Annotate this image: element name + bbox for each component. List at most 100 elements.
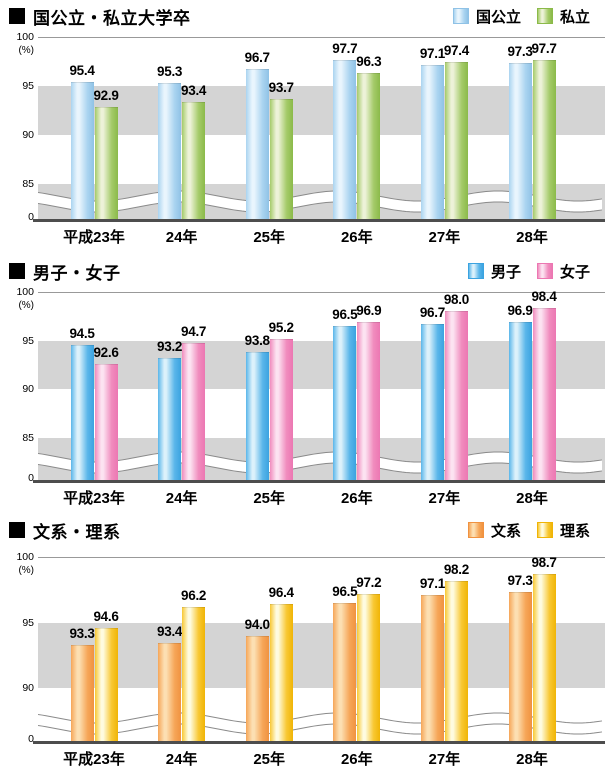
x-axis-label: 26年 bbox=[340, 229, 373, 246]
panel-humanities-sciences: 文系・理系 文系 理系 93.3 94.6 平成23年 93.4 96.2 24年 94.0 9… bbox=[0, 515, 605, 776]
x-axis-line bbox=[33, 219, 605, 222]
x-axis-label: 28年 bbox=[516, 751, 548, 768]
bar bbox=[333, 602, 357, 741]
gridline-100 bbox=[38, 37, 605, 38]
y-axis-unit-label: (%) bbox=[18, 300, 34, 311]
bar bbox=[94, 106, 118, 219]
bar-value-label: 94.0 bbox=[244, 616, 270, 632]
y-tick-label: 85 bbox=[22, 178, 34, 190]
gridline-100 bbox=[38, 292, 605, 293]
bar bbox=[508, 63, 532, 219]
bar bbox=[94, 363, 118, 480]
x-axis-label: 24年 bbox=[165, 751, 198, 768]
bar-value-label: 94.6 bbox=[93, 608, 119, 624]
bar bbox=[158, 83, 182, 219]
x-axis-label: 28年 bbox=[516, 490, 548, 507]
legend-item: 私立 bbox=[536, 6, 590, 27]
panel-header: 文系・理系 文系 理系 bbox=[9, 518, 590, 542]
bar bbox=[333, 325, 357, 480]
bar-value-label: 93.4 bbox=[181, 82, 207, 98]
bar-value-label: 97.2 bbox=[356, 574, 382, 590]
bar-value-label: 96.9 bbox=[507, 303, 533, 319]
y-baseline-label: 0 bbox=[28, 211, 34, 223]
panel-header: 男子・女子 男子 女子 bbox=[9, 259, 590, 283]
panel-title: 文系・理系 bbox=[33, 522, 121, 542]
legend-swatch-icon bbox=[536, 8, 553, 24]
bar bbox=[70, 345, 94, 480]
bar-value-label: 96.5 bbox=[332, 306, 358, 322]
bar-value-label: 97.1 bbox=[419, 575, 445, 591]
legend-label: 私立 bbox=[559, 8, 590, 26]
x-axis-label: 25年 bbox=[253, 751, 286, 768]
legend-label: 国公立 bbox=[475, 8, 521, 26]
bar bbox=[357, 593, 381, 741]
bar-value-label: 98.2 bbox=[443, 561, 469, 577]
title-bullet-icon bbox=[9, 8, 25, 24]
title-bullet-icon bbox=[9, 522, 25, 538]
bar-value-label: 95.3 bbox=[157, 64, 183, 80]
bar bbox=[357, 322, 381, 480]
y-baseline-label: 0 bbox=[28, 733, 34, 745]
legend: 国公立 私立 bbox=[452, 6, 590, 27]
y-tick-label: 90 bbox=[22, 129, 34, 141]
bar-value-label: 96.7 bbox=[419, 305, 445, 320]
title-bullet-icon bbox=[9, 263, 25, 279]
legend-label: 理系 bbox=[559, 522, 590, 540]
bar bbox=[94, 627, 118, 741]
y-axis-unit-label: (%) bbox=[18, 45, 34, 56]
bar bbox=[70, 644, 94, 741]
bar-value-label: 93.4 bbox=[157, 624, 183, 640]
bar-value-label: 95.2 bbox=[268, 319, 294, 335]
bar-value-label: 95.4 bbox=[69, 63, 95, 79]
bar bbox=[532, 59, 556, 219]
legend-label: 女子 bbox=[559, 263, 590, 281]
bar-value-label: 94.7 bbox=[181, 324, 207, 340]
bar bbox=[357, 73, 381, 219]
legend-swatch-icon bbox=[467, 522, 484, 538]
legend-label: 文系 bbox=[490, 522, 521, 540]
bar-value-label: 98.0 bbox=[443, 292, 469, 308]
bar-value-label: 96.2 bbox=[181, 587, 207, 603]
x-axis-label: 25年 bbox=[253, 490, 286, 507]
x-axis-label: 26年 bbox=[340, 751, 373, 768]
panel-title: 男子・女子 bbox=[33, 263, 121, 283]
y-tick-label: 90 bbox=[22, 383, 34, 395]
bar-value-label: 93.8 bbox=[244, 333, 270, 349]
bar-value-label: 96.3 bbox=[356, 54, 382, 70]
legend-swatch-icon bbox=[452, 8, 469, 24]
x-axis-label: 平成23年 bbox=[63, 229, 125, 246]
bar bbox=[532, 574, 556, 741]
bar bbox=[245, 635, 269, 741]
legend-label: 男子 bbox=[490, 263, 521, 281]
panel-university-type: 国公立・私立大学卒 国公立 私立 95.4 92.9 平成23年 95.3 93.4 24年… bbox=[0, 0, 605, 255]
bar bbox=[444, 580, 468, 741]
bar-value-label: 98.7 bbox=[531, 555, 557, 571]
legend-item: 国公立 bbox=[452, 6, 521, 27]
legend: 男子 女子 bbox=[467, 261, 590, 282]
bar bbox=[269, 604, 293, 741]
legend-item: 男子 bbox=[467, 261, 521, 282]
x-axis-label: 27年 bbox=[428, 490, 461, 507]
bar bbox=[420, 65, 444, 219]
bar bbox=[182, 606, 206, 741]
legend-swatch-icon bbox=[536, 263, 553, 279]
legend-swatch-icon bbox=[536, 522, 553, 538]
bar-value-label: 97.3 bbox=[507, 44, 533, 60]
x-axis-label: 25年 bbox=[253, 229, 286, 246]
bar-value-label: 97.1 bbox=[419, 46, 445, 62]
y-tick-label: 95 bbox=[22, 616, 34, 629]
bar-value-label: 94.5 bbox=[69, 326, 95, 342]
bar-value-label: 96.9 bbox=[356, 303, 382, 319]
y-tick-label: 90 bbox=[22, 682, 34, 694]
x-axis-label: 平成23年 bbox=[63, 751, 125, 768]
bar bbox=[182, 343, 206, 480]
bar bbox=[182, 101, 206, 219]
y-tick-label: 100 bbox=[16, 551, 34, 563]
bar bbox=[444, 62, 468, 219]
bar-value-label: 92.6 bbox=[93, 344, 119, 360]
bar bbox=[70, 82, 94, 219]
bar bbox=[269, 98, 293, 219]
bar-value-label: 97.4 bbox=[443, 43, 469, 59]
bar bbox=[508, 592, 532, 741]
bar-value-label: 97.3 bbox=[507, 573, 533, 589]
